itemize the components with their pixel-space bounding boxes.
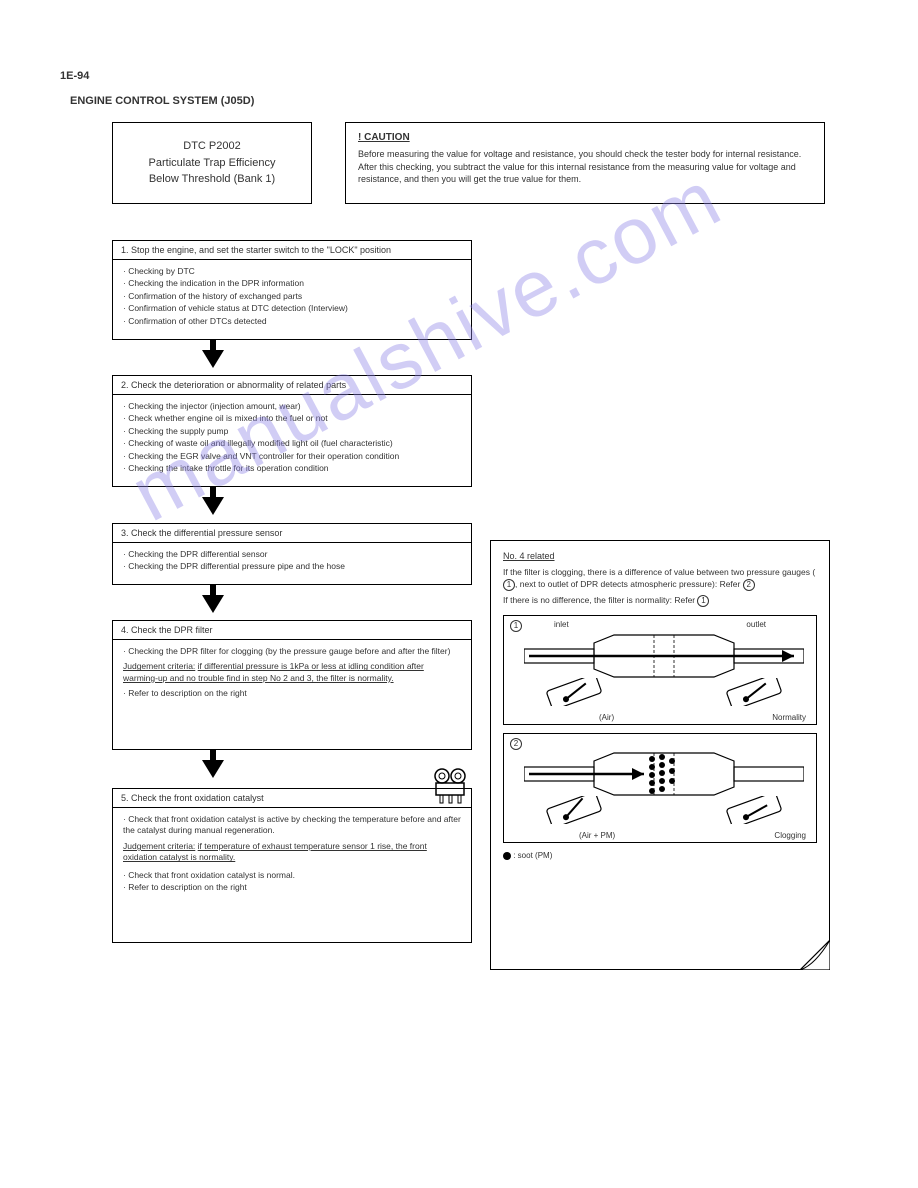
flow-box-3-header: 3. Check the differential pressure senso… bbox=[113, 524, 471, 543]
flow-box-1-header: 1. Stop the engine, and set the starter … bbox=[113, 241, 471, 260]
box2-item: · Checking the injector (injection amoun… bbox=[123, 401, 461, 412]
box3-item: · Checking the DPR differential sensor bbox=[123, 549, 461, 560]
box5-judgement-label: Judgement criteria: bbox=[123, 841, 195, 851]
arrow-down-icon bbox=[202, 497, 224, 515]
box4-item2: · Refer to description on the right bbox=[123, 688, 461, 699]
soot-legend: : soot (PM) bbox=[503, 851, 817, 860]
label-normality: Normality bbox=[772, 713, 806, 722]
box4-judgement-label: Judgement criteria: bbox=[123, 661, 195, 671]
arrow-down-icon bbox=[202, 350, 224, 368]
section-header: ENGINE CONTROL SYSTEM (J05D) bbox=[70, 95, 254, 107]
side-panel-desc: If the filter is clogging, there is a di… bbox=[503, 567, 817, 591]
label-outlet: outlet bbox=[746, 620, 766, 629]
flow-box-1: 1. Stop the engine, and set the starter … bbox=[112, 240, 472, 340]
arrow-line bbox=[210, 750, 216, 760]
label-air: (Air) bbox=[599, 713, 614, 722]
page-number: 1E-94 bbox=[60, 70, 89, 82]
flow-box-5-header: 5. Check the front oxidation catalyst bbox=[113, 789, 471, 808]
arrow-line bbox=[210, 487, 216, 497]
flow-box-4-header: 4. Check the DPR filter bbox=[113, 621, 471, 640]
box5-item3: · Refer to description on the right bbox=[123, 882, 461, 893]
flow-box-2: 2. Check the deterioration or abnormalit… bbox=[112, 375, 472, 487]
box1-item: · Checking by DTC bbox=[123, 266, 461, 277]
caution-box: ! CAUTION Before measuring the value for… bbox=[345, 122, 825, 204]
label-air-pm: (Air + PM) bbox=[579, 831, 615, 840]
box1-item: · Confirmation of other DTCs detected bbox=[123, 316, 461, 327]
gauge-icon bbox=[544, 796, 604, 824]
box4-item1: · Checking the DPR filter for clogging (… bbox=[123, 646, 461, 657]
side-panel: No. 4 related If the filter is clogging,… bbox=[490, 540, 830, 970]
flow-box-3: 3. Check the differential pressure senso… bbox=[112, 523, 472, 585]
box1-item: · Confirmation of vehicle status at DTC … bbox=[123, 303, 461, 314]
flow-box-2-header: 2. Check the deterioration or abnormalit… bbox=[113, 376, 471, 395]
caution-title: ! CAUTION bbox=[358, 131, 812, 145]
arrow-down-icon bbox=[202, 760, 224, 778]
side-panel-title: No. 4 related bbox=[503, 551, 817, 561]
arrow-down-icon bbox=[202, 595, 224, 613]
arrow-line bbox=[210, 585, 216, 595]
arrow-line bbox=[210, 340, 216, 350]
label-inlet: inlet bbox=[554, 620, 569, 629]
flow-box-4: 4. Check the DPR filter · Checking the D… bbox=[112, 620, 472, 750]
gauge-icon bbox=[724, 796, 784, 824]
box5-item2: · Check that front oxidation catalyst is… bbox=[123, 870, 461, 881]
box5-item1: · Check that front oxidation catalyst is… bbox=[123, 814, 461, 837]
box2-item: · Check whether engine oil is mixed into… bbox=[123, 413, 461, 424]
box2-item: · Checking the supply pump bbox=[123, 426, 461, 437]
box2-item: · Checking of waste oil and illegally mo… bbox=[123, 438, 461, 449]
box2-item: · Checking the intake throttle for its o… bbox=[123, 463, 461, 474]
diagram-clogging: 2 bbox=[503, 733, 817, 843]
page-curl-icon bbox=[800, 940, 830, 970]
gauge-icon bbox=[724, 678, 784, 706]
title-text: DTC P2002 Particulate Trap Efficiency Be… bbox=[149, 138, 276, 188]
side-panel-desc2: If there is no difference, the filter is… bbox=[503, 595, 817, 607]
flow-box-5: 5. Check the front oxidation catalyst · … bbox=[112, 788, 472, 943]
box2-item: · Checking the EGR valve and VNT control… bbox=[123, 451, 461, 462]
caution-line1: Before measuring the value for voltage a… bbox=[358, 148, 812, 161]
label-clogging: Clogging bbox=[774, 831, 806, 840]
caution-line2: After this checking, you subtract the va… bbox=[358, 161, 812, 186]
box1-item: · Confirmation of the history of exchang… bbox=[123, 291, 461, 302]
box1-item: · Checking the indication in the DPR inf… bbox=[123, 278, 461, 289]
title-box: DTC P2002 Particulate Trap Efficiency Be… bbox=[112, 122, 312, 204]
diagram-normality: 1 inlet outlet bbox=[503, 615, 817, 725]
box3-item: · Checking the DPR differential pressure… bbox=[123, 561, 461, 572]
gauge-icon bbox=[544, 678, 604, 706]
